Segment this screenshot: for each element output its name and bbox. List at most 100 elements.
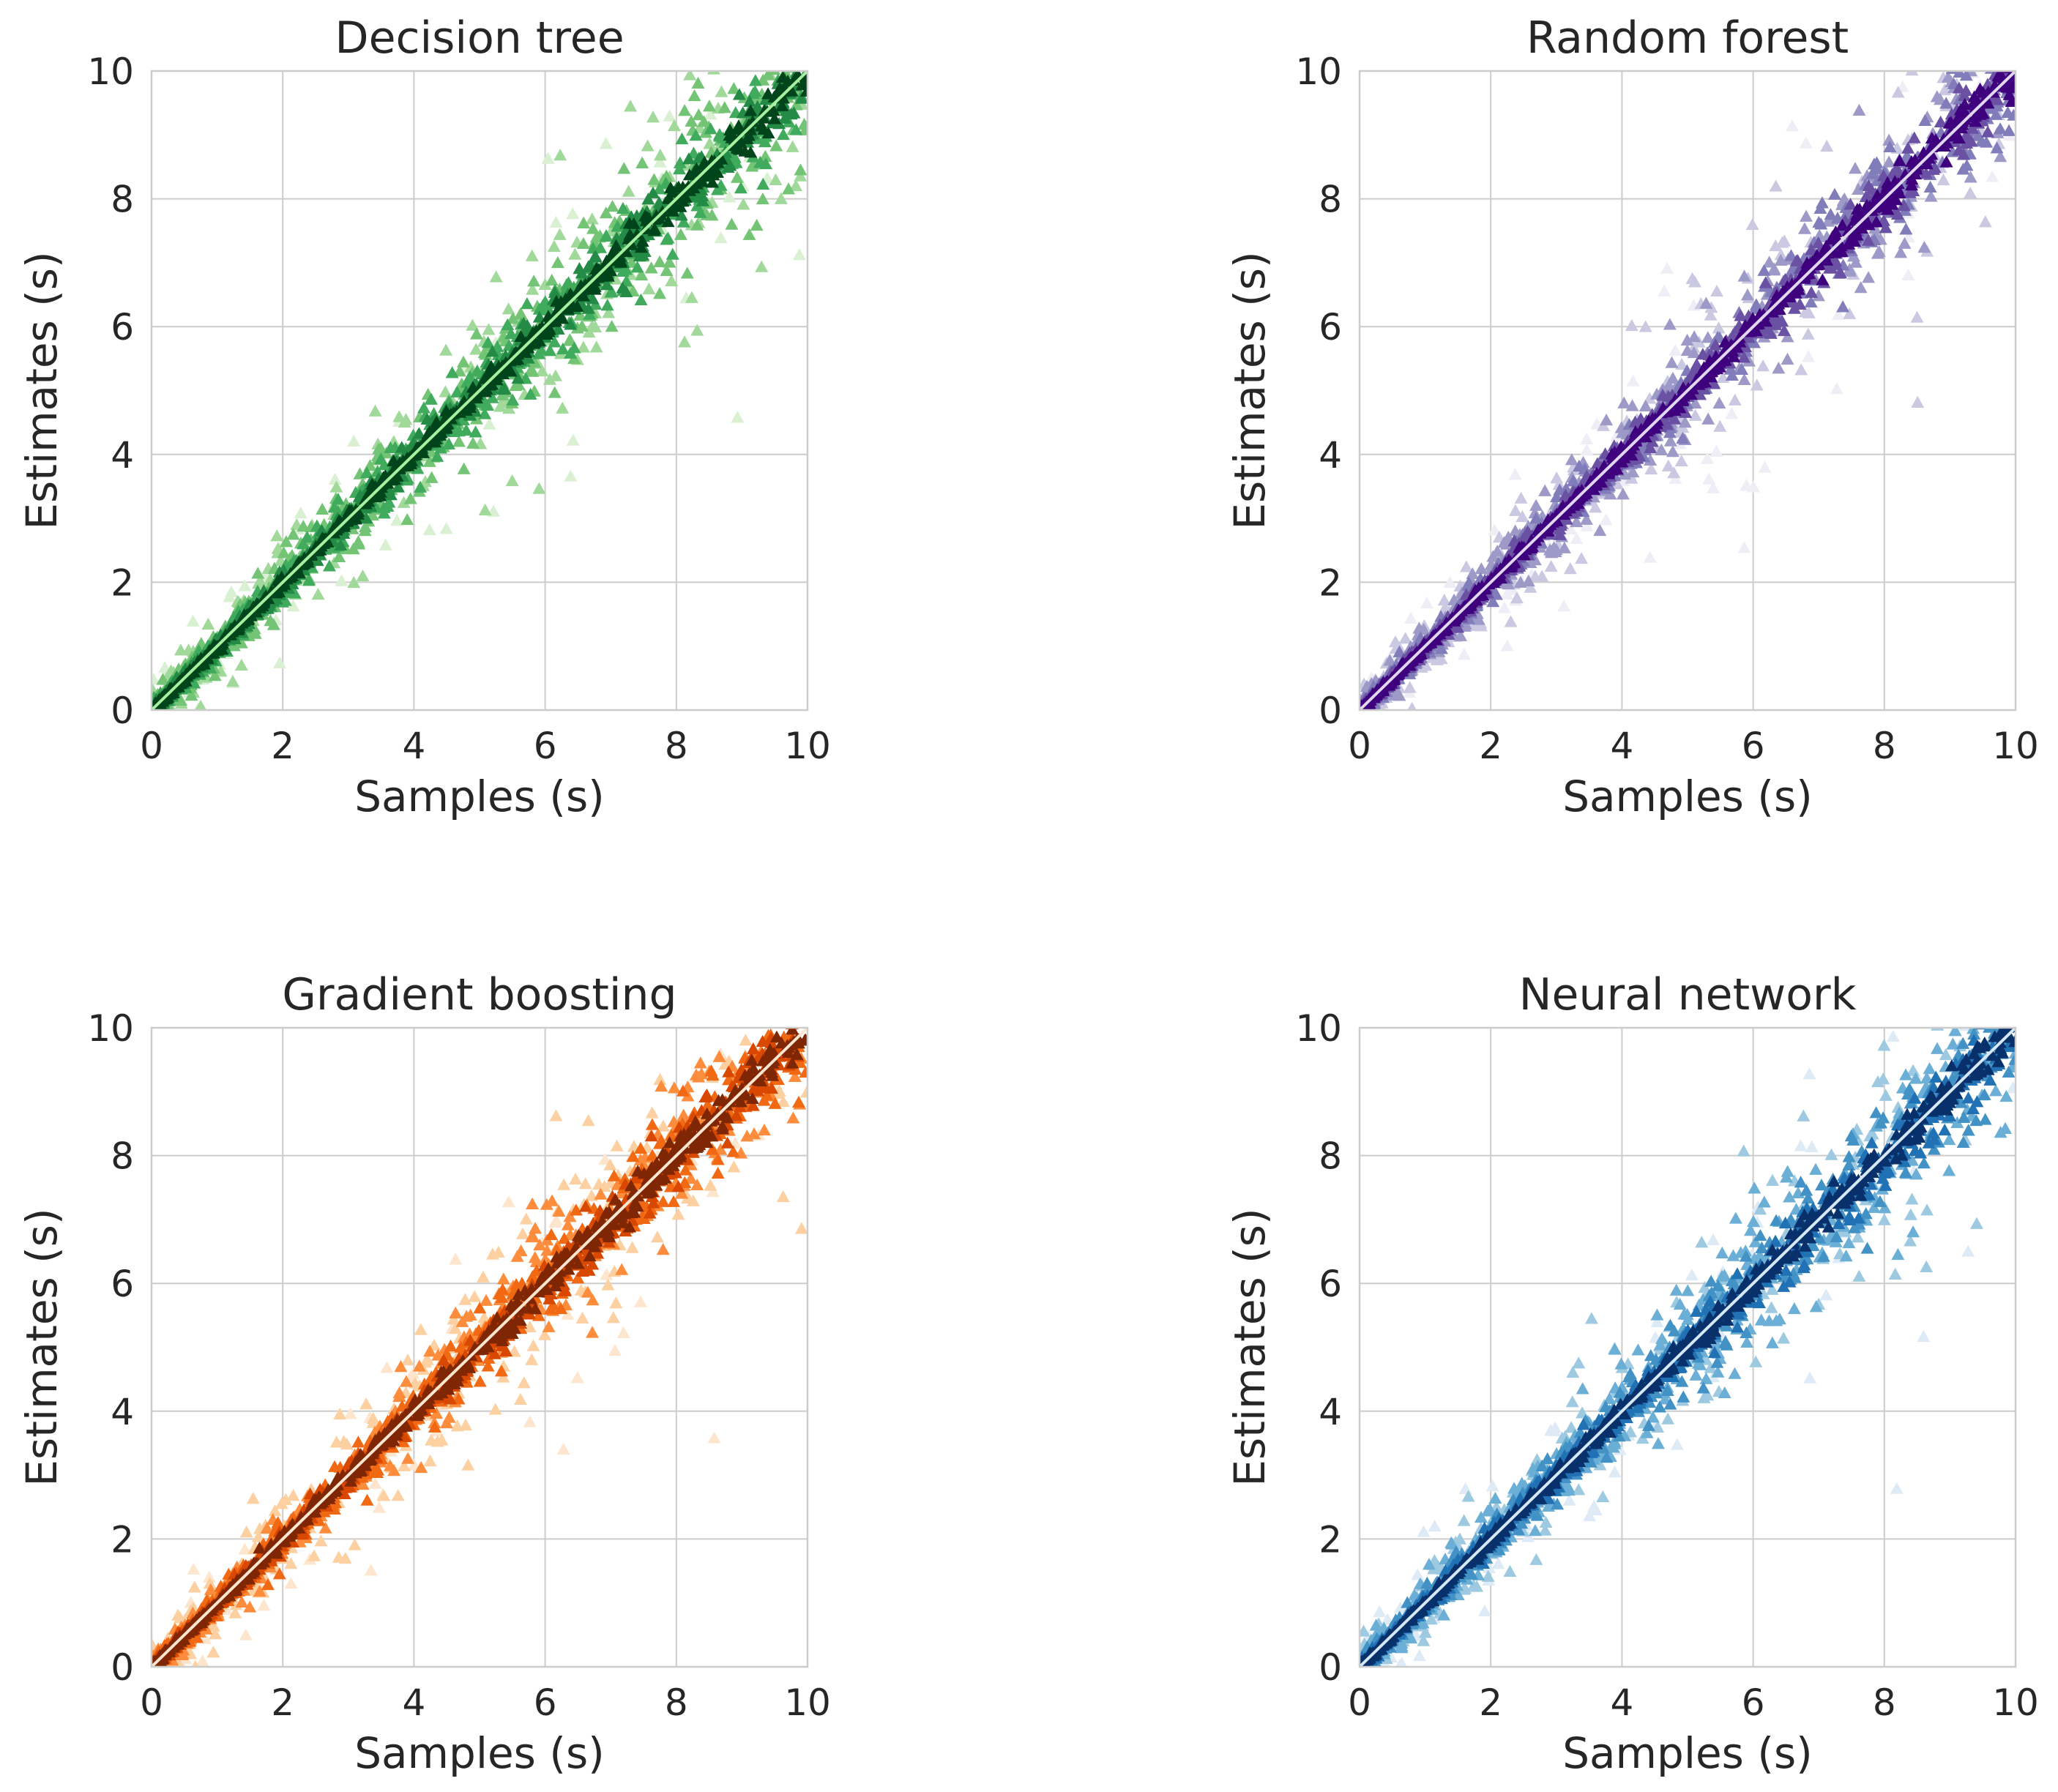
data-point (790, 51, 803, 63)
data-point (1616, 488, 1630, 500)
data-point (1563, 562, 1577, 575)
data-point (347, 434, 361, 447)
y-tick-label: 4 (111, 434, 134, 477)
data-point (758, 104, 772, 116)
data-point (1811, 236, 1825, 249)
data-point (365, 477, 379, 490)
data-point (1952, 81, 1966, 94)
data-point (270, 529, 284, 542)
data-point (1768, 316, 1782, 328)
data-point (311, 587, 325, 600)
data-point (372, 442, 386, 455)
data-point (1745, 217, 1759, 231)
data-point (466, 436, 480, 449)
data-point (792, 46, 805, 58)
data-point (294, 506, 307, 519)
data-point (705, 166, 719, 179)
data-point (1830, 382, 1843, 395)
data-point (1579, 512, 1593, 525)
data-point (1678, 416, 1692, 428)
data-point (548, 285, 562, 298)
data-point (480, 382, 493, 395)
data-point (586, 222, 600, 234)
data-point (1975, 56, 1988, 68)
data-point (1660, 261, 1674, 275)
data-point (663, 181, 677, 194)
data-point (347, 575, 361, 589)
data-point (717, 101, 731, 113)
data-point (723, 123, 737, 135)
data-point (1728, 393, 1742, 406)
data-point (576, 236, 590, 250)
data-point (464, 360, 478, 373)
data-point (1924, 190, 1938, 202)
data-point (678, 104, 692, 116)
data-point (1643, 441, 1657, 453)
data-point (1905, 71, 1919, 76)
data-point (1762, 255, 1776, 268)
data-point (704, 108, 717, 120)
data-point (1669, 343, 1682, 356)
data-point (1663, 318, 1677, 330)
data-point (1811, 289, 1825, 302)
data-point (485, 345, 499, 357)
data-point (776, 127, 790, 141)
data-point (1666, 445, 1679, 458)
data-point (1994, 122, 2007, 135)
data-point (1757, 264, 1771, 276)
data-point (695, 175, 709, 187)
data-point (652, 196, 666, 209)
data-point (799, 18, 813, 30)
data-point (1552, 478, 1566, 490)
data-point (452, 435, 466, 447)
data-point (758, 149, 772, 163)
data-point (1457, 648, 1471, 660)
data-point (469, 425, 482, 438)
data-point (1529, 499, 1543, 511)
data-point (1610, 429, 1624, 441)
data-point (445, 366, 459, 378)
data-point (460, 376, 474, 388)
data-point (469, 343, 483, 355)
data-point (1578, 462, 1592, 474)
data-point (520, 297, 534, 310)
data-point (600, 278, 614, 291)
data-point (286, 600, 300, 612)
data-point (370, 465, 384, 477)
data-point (548, 386, 562, 398)
data-point (485, 391, 499, 403)
data-point (504, 365, 518, 377)
data-point (1758, 460, 1772, 473)
data-point (556, 342, 570, 355)
data-point (482, 323, 496, 335)
data-point (358, 524, 372, 537)
data-point (778, 111, 792, 124)
data-point (511, 371, 525, 384)
data-point (727, 139, 741, 152)
data-point (653, 287, 667, 299)
data-point (1600, 413, 1614, 426)
data-point (1737, 351, 1751, 363)
y-tick-label: 0 (111, 690, 134, 732)
data-point (564, 469, 578, 482)
data-point (450, 385, 464, 397)
data-point (676, 215, 690, 228)
data-point (532, 347, 546, 359)
data-point (297, 537, 310, 550)
data-point (1756, 359, 1770, 372)
data-point (1936, 173, 1950, 186)
data-point (800, 24, 813, 36)
data-point (582, 325, 596, 338)
data-point (1772, 362, 1786, 374)
data-point (208, 669, 222, 682)
data-point (661, 214, 675, 228)
data-point (1958, 89, 1972, 101)
data-point (576, 340, 590, 353)
data-point (1734, 309, 1748, 321)
data-point (1905, 179, 1919, 191)
data-point (706, 176, 720, 188)
data-point (792, 27, 805, 39)
data-point (702, 100, 716, 112)
data-point (748, 74, 762, 86)
data-point (1879, 221, 1893, 234)
